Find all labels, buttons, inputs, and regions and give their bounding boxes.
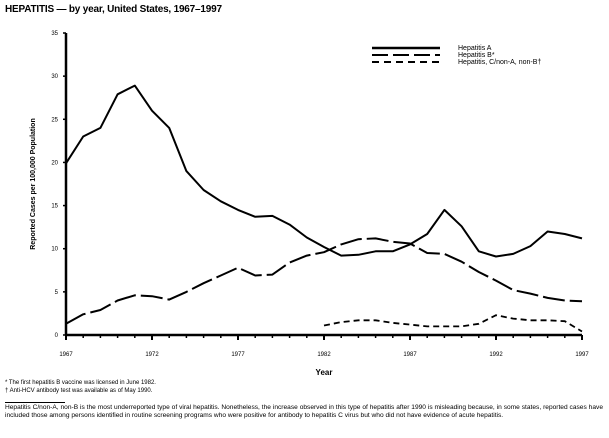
chart-note: Hepatitis C/non-A, non-B is the most und… [5,404,603,419]
line-chart: 0 5 10 15 20 25 30 35 1967 1972 1977 1982 1987 1992 19… [30,31,589,377]
x-axis-label: Year [316,368,333,377]
legend-label-2: Hepatitis, C/non-A, non-B† [458,59,541,66]
x-tick-label: 1987 [403,352,417,358]
divider [5,402,65,403]
y-tick-label: 5 [55,290,59,296]
y-axis-label: Reported Cases per 100,000 Population [30,118,37,250]
x-tick-label: 1967 [59,352,73,358]
y-tick-label: 20 [51,160,58,166]
footnote-hepatitis-b: * The first hepatitis B vaccine was lice… [5,380,156,386]
y-tick-label: 0 [55,333,59,339]
x-tick-label: 1992 [489,352,503,358]
y-tick-label: 15 [51,204,58,210]
x-tick-label: 1997 [575,352,589,358]
y-tick-label: 10 [51,247,58,253]
series-line-1 [65,237,583,325]
series-line-2 [323,314,583,333]
x-tick-label: 1977 [231,352,245,358]
legend-label-0: Hepatitis A [458,45,492,52]
legend-label-1: Hepatitis B* [458,52,495,59]
y-tick-label: 35 [51,31,58,37]
y-tick-label: 25 [51,117,58,123]
series-line-0 [65,84,583,258]
x-tick-label: 1972 [145,352,159,358]
footnote-anti-hcv: † Anti-HCV antibody test was available a… [5,388,153,394]
x-tick-label: 1982 [317,352,331,358]
chart-title: HEPATITIS — by year, United States, 1967… [5,4,222,15]
y-tick-label: 30 [51,74,58,80]
